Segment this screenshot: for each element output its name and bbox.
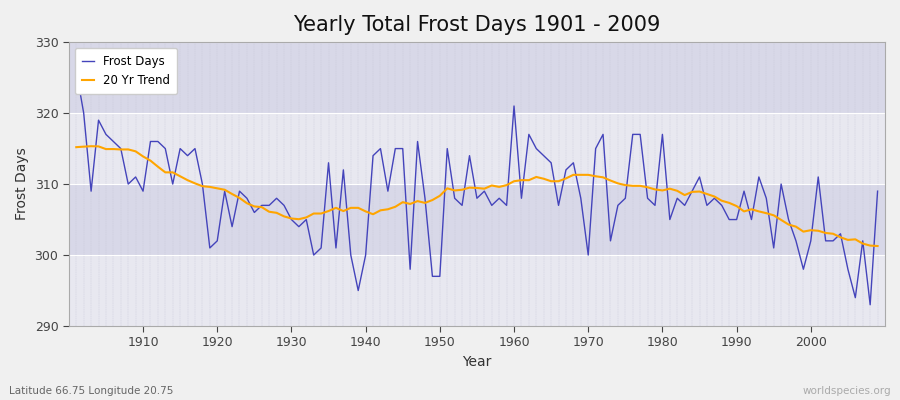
Frost Days [71,68,82,73]
20 Yr Trend [605,178,616,183]
Frost Days [338,168,349,172]
Frost Days [598,132,608,137]
Text: Latitude 66.75 Longitude 20.75: Latitude 66.75 Longitude 20.75 [9,386,174,396]
Bar [68,184,885,255]
X-axis label: Year: Year [463,355,491,369]
20 Yr Trend [516,178,526,182]
20 Yr Trend [508,179,519,184]
Bar [68,42,885,113]
Frost Days [508,104,519,108]
Bar [68,255,885,326]
Line: Frost Days: Frost Days [76,70,878,305]
Frost Days [501,203,512,208]
20 Yr Trend [71,145,82,150]
Frost Days [872,189,883,194]
20 Yr Trend [346,206,356,210]
Legend: Frost Days, 20 Yr Trend: Frost Days, 20 Yr Trend [75,48,177,94]
Line: 20 Yr Trend: 20 Yr Trend [76,146,878,246]
Title: Yearly Total Frost Days 1901 - 2009: Yearly Total Frost Days 1901 - 2009 [293,15,661,35]
20 Yr Trend [872,244,883,248]
20 Yr Trend [301,215,311,220]
20 Yr Trend [86,144,96,149]
Frost Days [293,224,304,229]
Bar [68,113,885,184]
Frost Days [865,302,876,307]
Y-axis label: Frost Days: Frost Days [15,148,29,220]
Text: worldspecies.org: worldspecies.org [803,386,891,396]
20 Yr Trend [138,154,148,159]
Frost Days [130,174,141,179]
